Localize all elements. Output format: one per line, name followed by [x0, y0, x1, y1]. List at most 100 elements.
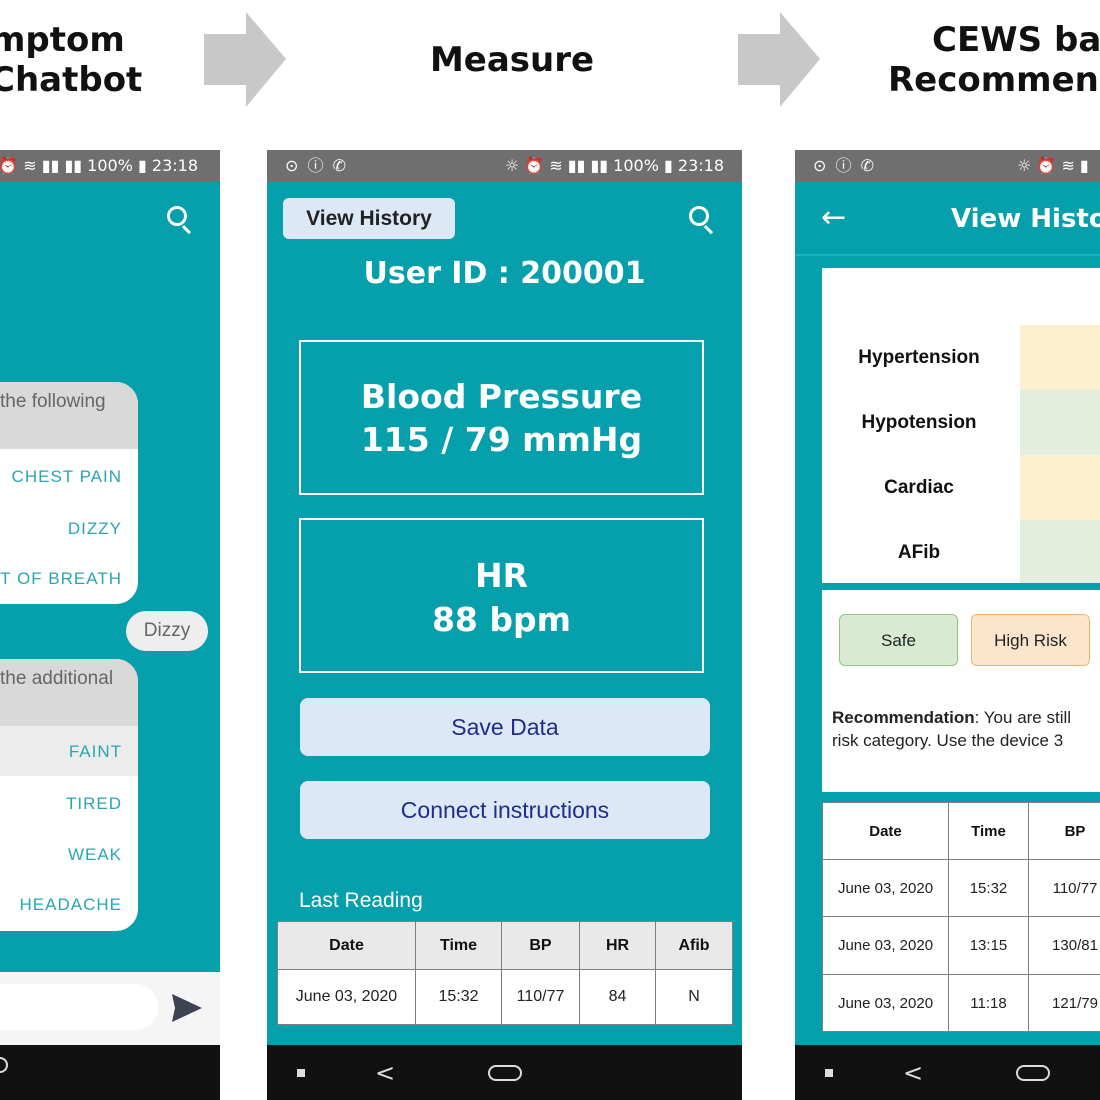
- col-bp: BP: [1028, 802, 1100, 860]
- home-button[interactable]: [488, 1065, 522, 1081]
- risk-panel: Hypertension Hypotension Cardiac AFib: [822, 268, 1100, 583]
- cell-bp: 110/77: [1028, 859, 1100, 917]
- recents-button[interactable]: [825, 1069, 833, 1077]
- view-history-title: View Histor: [951, 204, 1100, 234]
- risk-bar-cardiac: [1020, 455, 1100, 520]
- col-time: Time: [415, 921, 502, 970]
- table-row: June 03, 2020 15:32 110/77: [822, 859, 1100, 917]
- cell-time: 15:32: [415, 969, 502, 1025]
- risk-bar-hypertension: [1020, 325, 1100, 390]
- measure-heading: Measure: [429, 40, 595, 80]
- back-arrow-icon[interactable]: ←: [821, 200, 847, 235]
- status-indicators: ☼ ⏰ ≋ ▮: [1017, 156, 1089, 175]
- search-icon[interactable]: [167, 206, 193, 235]
- chat-bubble-header: the following: [0, 382, 138, 449]
- recommendation-panel: Safe High Risk Recommendation: You are s…: [822, 590, 1100, 792]
- status-bar: ⊙ ⓘ ✆ ☼ ⏰ ≋ ▮▮ ▮▮ 100% ▮ 23:18: [267, 150, 742, 182]
- cews-screen: ⊙ ⓘ ✆ ☼ ⏰ ≋ ▮ ← View Histor Hypertension…: [795, 150, 1100, 1100]
- table-row: June 03, 2020 13:15 130/81: [822, 916, 1100, 975]
- table-row: June 03, 2020 15:32 110/77 84 N: [277, 969, 733, 1025]
- risk-bar-afib: [1020, 520, 1100, 583]
- hr-value: 88 bpm: [431, 600, 572, 639]
- search-icon[interactable]: [689, 206, 715, 235]
- table-row: June 03, 2020 11:18 121/79: [822, 974, 1100, 1032]
- cell-date: June 03, 2020: [277, 969, 416, 1025]
- recommendation-text: Recommendation: You are still risk categ…: [832, 706, 1100, 752]
- back-button[interactable]: <: [375, 1059, 396, 1087]
- home-button[interactable]: [1016, 1065, 1050, 1081]
- arrow-right-icon: [204, 12, 286, 107]
- legend-safe: Safe: [839, 614, 958, 666]
- cell-time: 13:15: [948, 916, 1029, 975]
- bp-label: Blood Pressure: [360, 377, 643, 416]
- recommendation-label: Recommendation: [832, 708, 975, 727]
- option-shortness-of-breath[interactable]: T OF BREATH: [0, 569, 122, 588]
- status-left-icons: ⊙ ⓘ ✆: [285, 156, 348, 175]
- last-reading-table: Date Time BP HR Afib June 03, 2020 15:32…: [277, 921, 733, 1025]
- cell-date: June 03, 2020: [822, 859, 949, 917]
- chat-bubble-header: the additional: [0, 659, 138, 726]
- bp-value: 115 / 79 mmHg: [360, 420, 643, 459]
- back-button[interactable]: <: [903, 1059, 924, 1087]
- cell-time: 15:32: [948, 859, 1029, 917]
- option-tired[interactable]: TIRED: [66, 794, 122, 813]
- chatbot-heading-line2: Chatbot: [0, 60, 143, 100]
- chat-bubble-symptoms: the following CHEST PAIN DIZZY T OF BREA…: [0, 382, 138, 604]
- android-nav-bar: <: [795, 1045, 1100, 1100]
- status-bar: ⊙ ⓘ ✆ ☼ ⏰ ≋ ▮: [795, 150, 1100, 182]
- chatbot-heading: mptom Chatbot: [0, 20, 143, 100]
- history-table: Date Time BP June 03, 2020 15:32 110/77 …: [822, 802, 1100, 1032]
- chat-input-bar: [0, 972, 220, 1045]
- save-data-button[interactable]: Save Data: [300, 698, 710, 756]
- cell-time: 11:18: [948, 974, 1029, 1032]
- cell-bp: 130/81: [1028, 916, 1100, 975]
- last-reading-label: Last Reading: [299, 889, 423, 912]
- col-afib: Afib: [655, 921, 733, 970]
- cell-hr: 84: [579, 969, 656, 1025]
- cews-heading-line2: Recommend: [888, 60, 1100, 100]
- option-dizzy[interactable]: DIZZY: [67, 519, 122, 538]
- cell-date: June 03, 2020: [822, 916, 949, 975]
- cews-heading-line1: CEWS bas: [932, 20, 1100, 60]
- cell-afib: N: [655, 969, 733, 1025]
- chat-bubble-additional: the additional FAINT TIRED WEAK HEADACHE: [0, 659, 138, 931]
- home-button[interactable]: [0, 1057, 8, 1073]
- cell-date: June 03, 2020: [822, 974, 949, 1032]
- cews-heading: CEWS bas Recommend: [888, 20, 1100, 100]
- status-left-icons: ⊙ ⓘ ✆: [813, 156, 876, 175]
- chatbot-heading-line1: mptom: [0, 20, 125, 60]
- cews-header: ← View Histor: [795, 182, 1100, 256]
- view-history-button[interactable]: View History: [283, 198, 455, 239]
- chatbot-screen: ⏰ ≋ ▮▮ ▮▮ 100% ▮ 23:18 the following CHE…: [0, 150, 220, 1100]
- col-hr: HR: [579, 921, 656, 970]
- arrow-right-icon: [738, 12, 820, 107]
- risk-label-afib: AFib: [897, 542, 941, 563]
- option-weak[interactable]: WEAK: [67, 845, 122, 864]
- android-nav-bar: <: [267, 1045, 742, 1100]
- cell-bp: 110/77: [501, 969, 580, 1025]
- connect-instructions-button[interactable]: Connect instructions: [300, 781, 710, 839]
- recommendation-line1: : You are still: [974, 708, 1072, 727]
- option-chest-pain[interactable]: CHEST PAIN: [11, 467, 122, 486]
- col-time: Time: [948, 802, 1029, 860]
- android-nav-bar: [0, 1045, 220, 1100]
- status-bar: ⏰ ≋ ▮▮ ▮▮ 100% ▮ 23:18: [0, 150, 220, 182]
- col-date: Date: [822, 802, 949, 860]
- legend-high-risk: High Risk: [971, 614, 1090, 666]
- status-indicators: ⏰ ≋ ▮▮ ▮▮ 100% ▮ 23:18: [0, 156, 198, 175]
- selected-option-highlight: [0, 726, 138, 776]
- user-id: User ID : 200001: [363, 256, 646, 291]
- status-indicators: ☼ ⏰ ≋ ▮▮ ▮▮ 100% ▮ 23:18: [504, 156, 724, 175]
- option-headache[interactable]: HEADACHE: [19, 895, 122, 914]
- risk-label-cardiac: Cardiac: [884, 477, 954, 498]
- option-faint[interactable]: FAINT: [68, 742, 122, 761]
- measure-screen: ⊙ ⓘ ✆ ☼ ⏰ ≋ ▮▮ ▮▮ 100% ▮ 23:18 View Hist…: [267, 150, 742, 1100]
- chat-input[interactable]: [0, 984, 158, 1030]
- send-icon[interactable]: [172, 994, 202, 1022]
- blood-pressure-card: Blood Pressure 115 / 79 mmHg: [299, 340, 704, 495]
- col-date: Date: [277, 921, 416, 970]
- col-bp: BP: [501, 921, 580, 970]
- heart-rate-card: HR 88 bpm: [299, 518, 704, 673]
- recents-button[interactable]: [297, 1069, 305, 1077]
- user-reply-chip: Dizzy: [126, 611, 208, 651]
